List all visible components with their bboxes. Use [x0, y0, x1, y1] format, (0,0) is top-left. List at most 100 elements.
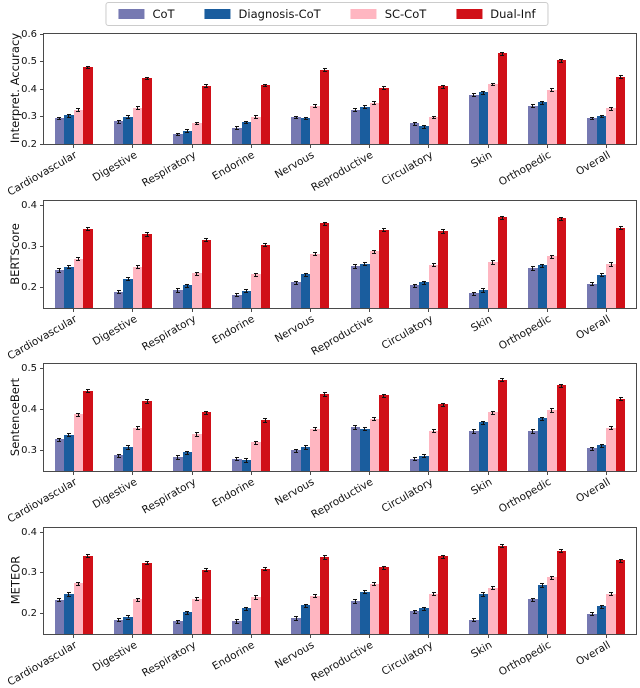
error-bar-cap	[422, 284, 427, 286]
error-bar-cap	[185, 450, 190, 452]
error-bar-cap	[381, 86, 386, 88]
error-bar	[146, 76, 148, 80]
error-bar-cap	[530, 104, 535, 106]
error-bar-cap	[263, 570, 268, 572]
error-bar-cap	[135, 597, 140, 599]
error-bar-cap	[185, 454, 190, 456]
error-bar-cap	[204, 410, 209, 412]
error-bar-cap	[422, 280, 427, 282]
bar-cot	[291, 450, 301, 471]
x-tick	[605, 308, 607, 312]
error-bar	[245, 606, 247, 610]
x-tick-label: Reproductive	[309, 313, 376, 359]
error-bar-cap	[481, 291, 486, 293]
x-tick-label: Reproductive	[309, 476, 376, 522]
x-tick	[132, 471, 134, 475]
error-bar-cap	[294, 616, 299, 618]
y-tick-label: 0.6	[21, 28, 37, 40]
x-tick	[73, 308, 75, 312]
error-bar-cap	[549, 254, 554, 256]
bar-dual-inf	[260, 84, 271, 144]
legend-swatch-cot	[118, 9, 145, 19]
error-bar	[610, 262, 612, 266]
error-bar-cap	[412, 609, 417, 611]
error-bar	[58, 437, 60, 441]
error-bar-cap	[313, 426, 318, 428]
x-tick	[309, 308, 311, 312]
error-bar-cap	[540, 416, 545, 418]
error-bar-cap	[590, 450, 595, 451]
y-tick	[40, 367, 44, 369]
x-tick-label: Nervous	[272, 149, 317, 182]
error-bar-cap	[471, 432, 476, 434]
error-bar	[58, 116, 60, 120]
bar-diagnosis-cot	[596, 274, 607, 308]
error-bar	[373, 101, 375, 105]
error-bar	[87, 226, 89, 231]
x-tick	[250, 634, 252, 638]
error-bar-cap	[431, 263, 436, 265]
error-bar	[87, 65, 89, 69]
y-tick-label: 0.3	[21, 567, 37, 579]
error-bar-cap	[490, 410, 495, 412]
error-bar-cap	[381, 228, 386, 230]
error-bar-cap	[500, 219, 505, 221]
error-bar	[236, 619, 238, 623]
error-bar-cap	[618, 229, 623, 231]
error-bar-cap	[66, 116, 71, 118]
x-tick	[309, 634, 311, 638]
error-bar	[482, 420, 484, 425]
subplot-sentencebert: 0.3 0.4 0.5 Cardiovascular Digestive Respirat…	[6, 363, 637, 525]
bar-dual-inf	[142, 78, 152, 144]
error-bar-cap	[66, 113, 71, 115]
x-tick-label: Digestive	[90, 149, 139, 185]
bar-dual-inf	[142, 233, 152, 308]
bar-diagnosis-cot	[64, 115, 74, 144]
bar-dual-inf	[556, 550, 567, 634]
error-bar	[245, 458, 247, 462]
error-bar-cap	[530, 600, 535, 602]
error-bar	[532, 429, 534, 433]
error-bar-cap	[76, 412, 81, 414]
error-bar	[532, 597, 534, 601]
bar-sc-cot	[310, 595, 320, 634]
error-bar-cap	[303, 116, 308, 118]
error-bar-cap	[57, 116, 62, 118]
error-bar	[501, 215, 503, 220]
error-bar-cap	[549, 575, 554, 577]
bar-sc-cot	[369, 102, 380, 144]
bar-sc-cot	[606, 108, 616, 144]
error-bar-cap	[303, 445, 308, 447]
error-bar	[245, 289, 247, 293]
error-bar-cap	[253, 595, 258, 597]
error-bar	[364, 589, 366, 594]
error-bar-cap	[609, 429, 614, 431]
x-tick-label: Nervous	[272, 476, 317, 509]
error-bar	[364, 261, 366, 266]
error-bar-cap	[204, 241, 209, 243]
error-bar-cap	[422, 127, 427, 129]
bar-cot	[173, 289, 183, 308]
error-bar-cap	[116, 618, 121, 620]
legend-swatch-dual-inf	[456, 9, 483, 19]
error-bar	[205, 84, 207, 88]
error-bar	[196, 271, 198, 276]
error-bar	[314, 252, 316, 256]
error-bar	[177, 619, 179, 623]
bar-dual-inf	[319, 69, 330, 144]
error-bar-cap	[263, 242, 268, 244]
bar-diagnosis-cot	[419, 282, 429, 308]
error-bar	[354, 108, 356, 111]
bar-sc-cot	[488, 587, 498, 634]
error-bar-cap	[145, 564, 150, 566]
error-bar-cap	[609, 262, 614, 264]
error-bar-cap	[559, 58, 564, 60]
error-bar-cap	[530, 266, 535, 268]
error-bar-cap	[590, 282, 595, 284]
error-bar-cap	[145, 76, 150, 78]
x-tick-label: Circulatory	[379, 639, 435, 678]
error-bar-cap	[609, 595, 614, 597]
bar-cot	[587, 448, 597, 471]
error-bar-cap	[471, 621, 476, 623]
error-bar-cap	[481, 595, 486, 597]
